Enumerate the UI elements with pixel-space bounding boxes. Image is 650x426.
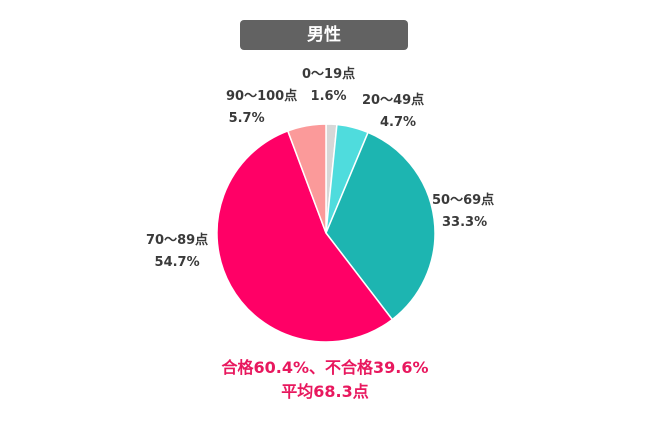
label-slice-3: 70〜89点 54.7% bbox=[146, 230, 208, 274]
label-slice-0: 0〜19点 1.6% bbox=[302, 64, 355, 108]
slice-2-percent: 33.3% bbox=[442, 215, 488, 230]
slice-0-category: 0〜19点 bbox=[302, 67, 356, 82]
slice-0-percent: 1.6% bbox=[310, 89, 347, 104]
slice-4-percent: 5.7% bbox=[228, 111, 265, 126]
slice-3-category: 70〜89点 bbox=[146, 233, 209, 248]
average-score-text: 平均68.3点 bbox=[281, 382, 369, 401]
pass-fail-text: 合格60.4%、不合格39.6% bbox=[221, 358, 429, 377]
label-slice-1: 20〜49点 4.7% bbox=[362, 90, 424, 134]
slice-2-category: 50〜69点 bbox=[432, 193, 495, 208]
label-slice-2: 50〜69点 33.3% bbox=[432, 190, 494, 234]
summary-annotation: 合格60.4%、不合格39.6% 平均68.3点 bbox=[0, 356, 650, 404]
slice-1-percent: 4.7% bbox=[380, 115, 417, 130]
label-slice-4: 90〜100点 5.7% bbox=[226, 86, 297, 130]
slice-4-category: 90〜100点 bbox=[226, 89, 298, 104]
pie-slice-4 bbox=[286, 123, 327, 234]
slice-1-category: 20〜49点 bbox=[362, 93, 425, 108]
slice-3-percent: 54.7% bbox=[154, 255, 200, 270]
pie-slice-3 bbox=[216, 129, 394, 343]
chart-title: 男性 bbox=[240, 20, 408, 50]
pie-slice-2 bbox=[325, 131, 436, 321]
